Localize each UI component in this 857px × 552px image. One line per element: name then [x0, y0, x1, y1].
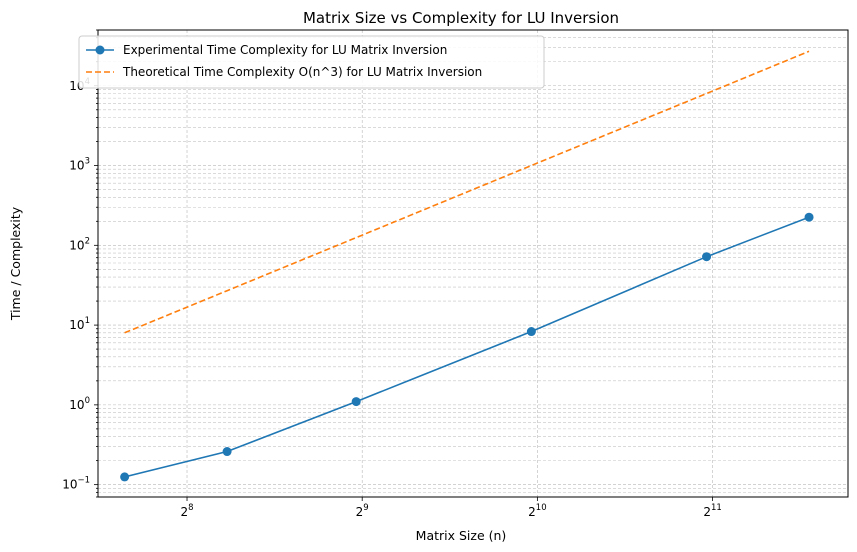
legend-label-2: Theoretical Time Complexity O(n^3) for L… — [122, 65, 482, 79]
y-tick-label: 10−1 — [62, 476, 90, 492]
legend-box — [78, 35, 545, 89]
data-point — [351, 397, 361, 407]
y-tick-label: 102 — [69, 236, 90, 252]
grid — [98, 29, 848, 498]
x-tick-label: 29 — [356, 503, 369, 519]
x-tick-label: 211 — [703, 503, 721, 519]
legend-marker — [95, 45, 105, 55]
data-point — [222, 447, 232, 457]
chart-title: Matrix Size vs Complexity for LU Inversi… — [303, 9, 619, 27]
series-layer — [120, 50, 814, 482]
series-line-2 — [124, 50, 810, 334]
data-point — [804, 212, 814, 222]
x-tick-label: 28 — [180, 503, 193, 519]
axis-ticks: 10−11001011021031042829210211 — [62, 29, 722, 519]
data-point — [702, 252, 712, 262]
legend-label-1: Experimental Time Complexity for LU Matr… — [123, 43, 447, 57]
data-point — [526, 327, 536, 337]
y-tick-label: 103 — [69, 157, 90, 173]
series-line-1 — [124, 216, 810, 478]
y-axis-label: Time / Complexity — [8, 206, 23, 321]
plot-frame — [97, 29, 849, 498]
data-point — [120, 472, 130, 482]
y-tick-label: 100 — [69, 396, 90, 412]
y-tick-label: 101 — [69, 316, 90, 332]
legend: Experimental Time Complexity for LU Matr… — [78, 35, 545, 89]
x-axis-label: Matrix Size (n) — [416, 528, 507, 543]
x-tick-label: 210 — [528, 503, 546, 519]
